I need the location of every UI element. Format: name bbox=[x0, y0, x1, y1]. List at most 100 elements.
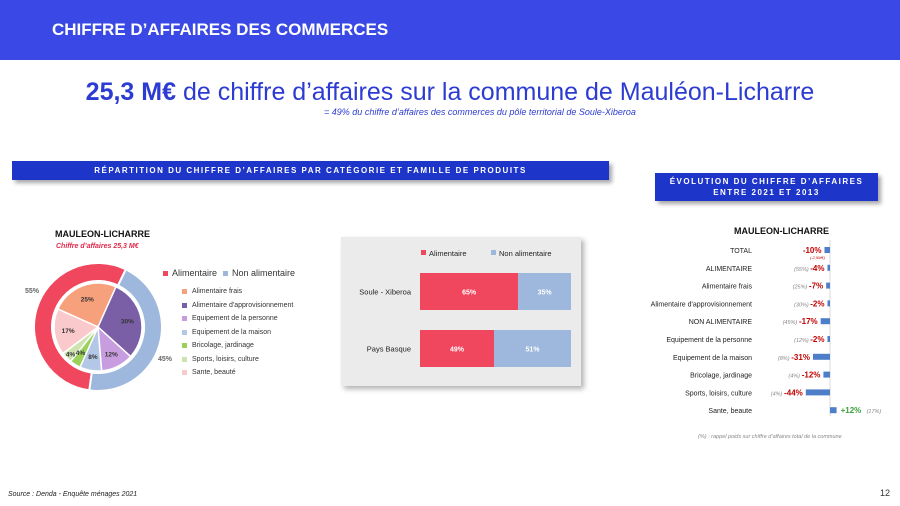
legend-swatch bbox=[182, 370, 187, 376]
donut-chart: 55%45%25%30%12%8%4%4%17% bbox=[25, 262, 173, 392]
legend-item: Alimentaire frais bbox=[182, 285, 293, 299]
evolution-banner-line1: ÉVOLUTION DU CHIFFRE D’AFFAIRES bbox=[669, 177, 864, 186]
legend-swatch bbox=[182, 356, 187, 362]
evolution-row-label: Bricolage, jardinage bbox=[690, 373, 752, 380]
legend-label: Sports, loisirs, culture bbox=[192, 355, 259, 363]
donut-outer-slice bbox=[33, 262, 128, 392]
evolution-total-note: (-2,5M€) bbox=[810, 255, 826, 260]
donut-outer-label: 55% bbox=[25, 288, 40, 295]
evolution-value: -7% bbox=[809, 282, 823, 291]
donut-inner-slice bbox=[53, 308, 100, 355]
headline-value: 25,3 M€ bbox=[85, 78, 177, 106]
evolution-bar bbox=[826, 282, 830, 289]
donut-outer-label: 45% bbox=[158, 356, 173, 363]
evolution-bar bbox=[805, 389, 830, 396]
legend-label: Alimentaire d'approvisionnement bbox=[192, 301, 294, 309]
evolution-value: -4% bbox=[810, 264, 824, 273]
legend-label: Equipement de la personne bbox=[192, 315, 278, 323]
legend-item: Equipement de la maison bbox=[182, 326, 293, 340]
donut-inner-legend: Alimentaire frais Alimentaire d'approvis… bbox=[182, 285, 293, 380]
legend-swatch-alimentaire bbox=[163, 270, 168, 276]
donut-inner-slice bbox=[56, 282, 117, 328]
evolution-value: -17% bbox=[799, 317, 818, 326]
evolution-banner-line2: ENTRE 2021 ET 2013 bbox=[713, 188, 820, 197]
evolution-bar bbox=[827, 264, 830, 271]
evolution-value: -31% bbox=[791, 353, 810, 362]
donut-subtitle: Chiffre d’affaires 25,3 M€ bbox=[56, 243, 139, 250]
bar-legend-label: Alimentaire bbox=[429, 249, 467, 258]
evolution-weight: (30%) bbox=[794, 302, 809, 308]
evolution-bar bbox=[827, 300, 830, 307]
legend-item: Alimentaire d'approvisionnement bbox=[182, 299, 293, 313]
legend-item: Equipement de la personne bbox=[182, 312, 293, 326]
evolution-row-label: ALIMENTAIRE bbox=[706, 266, 752, 273]
legend-swatch bbox=[182, 302, 187, 308]
bar-segment bbox=[420, 273, 519, 310]
evolution-row-label: TOTAL bbox=[730, 248, 752, 255]
evolution-weight: (4%) bbox=[771, 391, 783, 397]
donut-title: MAULEON-LICHARRE bbox=[55, 229, 150, 239]
evolution-value: -2% bbox=[810, 335, 824, 344]
evolution-weight: (8%) bbox=[778, 356, 790, 362]
donut-inner-label: 17% bbox=[62, 328, 75, 335]
evolution-chart: TOTAL -10%(-2,5M€) ALIMENTAIRE -4%(55%) Alim… bbox=[651, 240, 881, 416]
evolution-bar bbox=[830, 407, 837, 414]
evolution-weight: (4%) bbox=[788, 374, 800, 380]
evolution-title: MAULEON-LICHARRE bbox=[734, 226, 829, 236]
legend-label: Sante, beauté bbox=[192, 369, 236, 377]
legend-item: Sports, loisirs, culture bbox=[182, 353, 293, 367]
bar-segment bbox=[493, 330, 571, 367]
bar-segment bbox=[420, 330, 494, 367]
bar-segment bbox=[518, 273, 571, 310]
legend-label: Alimentaire frais bbox=[192, 288, 243, 296]
donut-inner-label: 30% bbox=[121, 318, 134, 325]
bar-legend-swatch bbox=[421, 250, 426, 255]
bar-value-label: 65% bbox=[462, 290, 477, 297]
evolution-footnote: (%) : rappel poids sur chiffre d’affaire… bbox=[698, 434, 842, 440]
bar-legend-label: Non alimentaire bbox=[499, 249, 552, 258]
bar-category-label: Soule - Xiberoa bbox=[359, 288, 412, 297]
legend-swatch bbox=[182, 289, 187, 295]
bar-category-label: Pays Basque bbox=[367, 345, 411, 354]
donut-inner-label: 25% bbox=[81, 296, 94, 303]
bar-legend-swatch bbox=[491, 250, 496, 255]
evolution-weight: (12%) bbox=[794, 338, 809, 344]
evolution-value: -2% bbox=[810, 299, 824, 308]
evolution-value: +12% bbox=[841, 406, 862, 415]
page-number: 12 bbox=[880, 488, 891, 498]
bar-value-label: 49% bbox=[450, 347, 465, 354]
evolution-row-label: Alimentaire frais bbox=[702, 284, 753, 291]
donut-inner-label: 4% bbox=[76, 350, 86, 357]
evolution-weight: (55%) bbox=[794, 267, 809, 273]
subline: = 49% du chiffre d’affaires des commerce… bbox=[324, 107, 636, 117]
stacked-bar-chart: Alimentaire Non alimentaire Soule - Xibero… bbox=[359, 249, 571, 367]
evolution-row-label: Equipement de la personne bbox=[666, 337, 752, 344]
evolution-weight: (45%) bbox=[783, 320, 798, 326]
bar-value-label: 35% bbox=[538, 290, 553, 297]
legend-item: Bricolage, jardinage bbox=[182, 339, 293, 353]
evolution-row-label: Alimentaire d'approvisionnement bbox=[651, 301, 752, 308]
evolution-row-label: Equipement de la maison bbox=[673, 355, 752, 362]
donut-inner-label: 8% bbox=[88, 354, 98, 361]
evolution-row-label: Sante, beaute bbox=[708, 408, 752, 415]
legend-swatch bbox=[182, 316, 187, 322]
repartition-banner: RÉPARTITION DU CHIFFRE D’AFFAIRES PAR CA… bbox=[12, 161, 609, 180]
legend-label: Equipement de la maison bbox=[192, 328, 271, 336]
donut-inner-slice bbox=[97, 285, 143, 358]
donut-inner-label: 12% bbox=[105, 351, 118, 358]
legend-swatch bbox=[182, 343, 187, 349]
evolution-bar bbox=[824, 247, 830, 253]
evolution-bar bbox=[820, 318, 830, 325]
evolution-value: -12% bbox=[802, 371, 821, 380]
evolution-row-label: Sports, loisirs, culture bbox=[685, 390, 752, 397]
header-bar: CHIFFRE D’AFFAIRES DES COMMERCES bbox=[0, 0, 900, 60]
evolution-value: -10% bbox=[803, 246, 822, 255]
headline-text: de chiffre d’affaires sur la commune de … bbox=[176, 78, 815, 106]
source-note: Source : Denda - Enquête ménages 2021 bbox=[8, 491, 138, 498]
stacked-bar-panel: Alimentaire Non alimentaire Soule - Xibero… bbox=[341, 237, 581, 386]
evolution-weight: (25%) bbox=[793, 285, 808, 291]
legend-swatch-non-alimentaire bbox=[223, 270, 229, 276]
donut-outer-legend: Alimentaire Non alimentaire bbox=[163, 268, 295, 278]
evolution-bar bbox=[823, 371, 830, 378]
bar-value-label: 51% bbox=[525, 347, 540, 354]
